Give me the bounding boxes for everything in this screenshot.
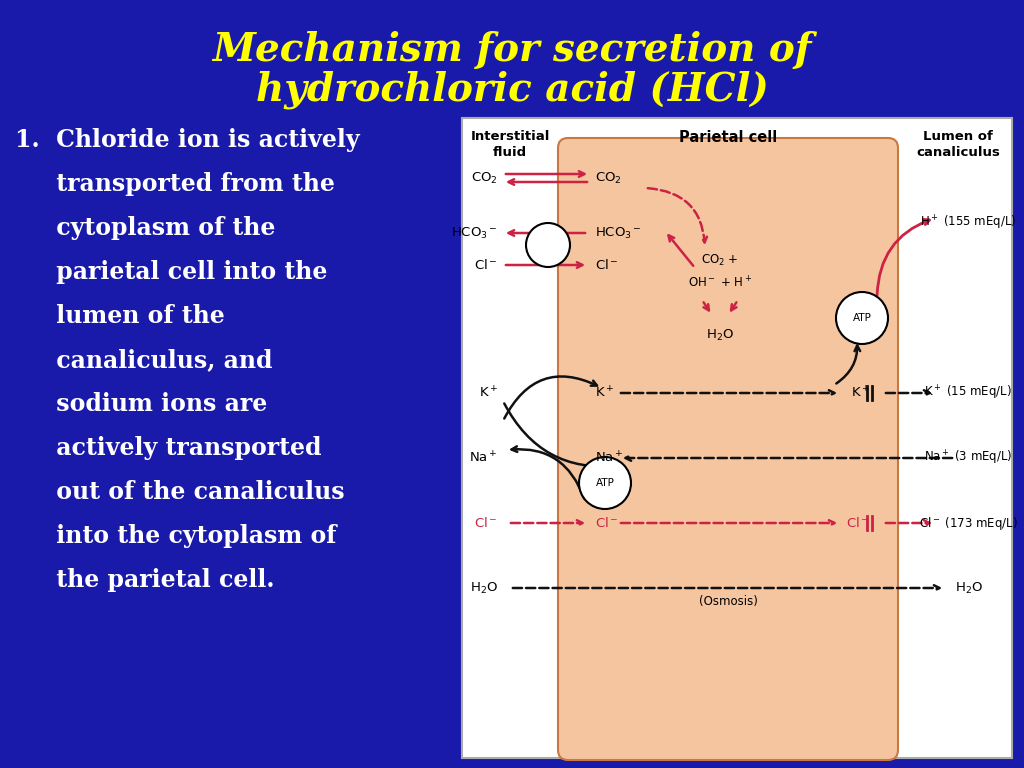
Text: Lumen of
canaliculus: Lumen of canaliculus <box>916 130 1000 159</box>
Text: Cl$^-$: Cl$^-$ <box>474 516 498 530</box>
Text: parietal cell into the: parietal cell into the <box>15 260 328 284</box>
Text: hydrochloric acid (HCl): hydrochloric acid (HCl) <box>256 71 768 109</box>
Text: CO$_2$: CO$_2$ <box>595 170 622 186</box>
Text: CO$_2$: CO$_2$ <box>471 170 498 186</box>
Text: Cl$^-$: Cl$^-$ <box>847 516 870 530</box>
Text: K$^+$: K$^+$ <box>851 386 870 401</box>
Text: K$^+$: K$^+$ <box>595 386 614 401</box>
Text: 1.  Chloride ion is actively: 1. Chloride ion is actively <box>15 128 359 152</box>
Text: H$_2$O: H$_2$O <box>706 328 734 343</box>
Text: H$_2$O: H$_2$O <box>955 581 983 595</box>
Text: canaliculus, and: canaliculus, and <box>15 348 272 372</box>
Text: HCO$_3$$^-$: HCO$_3$$^-$ <box>595 226 642 240</box>
Text: Na$^+$: Na$^+$ <box>595 450 624 465</box>
FancyBboxPatch shape <box>462 118 1012 758</box>
Text: Na$^+$ (3 mEq/L): Na$^+$ (3 mEq/L) <box>924 449 1013 467</box>
Text: OH$^-$ + H$^+$: OH$^-$ + H$^+$ <box>688 276 753 290</box>
Circle shape <box>836 292 888 344</box>
Text: Cl$^-$: Cl$^-$ <box>474 258 498 272</box>
Text: into the cytoplasm of: into the cytoplasm of <box>15 524 336 548</box>
Text: K$^+$ (15 mEq/L): K$^+$ (15 mEq/L) <box>924 384 1012 402</box>
Text: Mechanism for secretion of: Mechanism for secretion of <box>212 31 812 69</box>
Text: Interstitial
fluid: Interstitial fluid <box>470 130 550 159</box>
Text: Cl$^-$: Cl$^-$ <box>595 258 618 272</box>
Text: Parietal cell: Parietal cell <box>679 130 777 145</box>
Text: lumen of the: lumen of the <box>15 304 224 328</box>
Text: the parietal cell.: the parietal cell. <box>15 568 274 592</box>
Text: ATP: ATP <box>596 478 614 488</box>
Text: H$^+$ (155 mEq/L): H$^+$ (155 mEq/L) <box>920 214 1016 232</box>
Text: ATP: ATP <box>853 313 871 323</box>
Text: H$_2$O: H$_2$O <box>470 581 498 595</box>
Text: (Osmosis): (Osmosis) <box>698 595 758 608</box>
Text: out of the canaliculus: out of the canaliculus <box>15 480 345 504</box>
Text: transported from the: transported from the <box>15 172 335 196</box>
Text: Na$^+$: Na$^+$ <box>469 450 498 465</box>
Circle shape <box>526 223 570 267</box>
Text: HCO$_3$$^-$: HCO$_3$$^-$ <box>452 226 498 240</box>
Text: Cl$^-$ (173 mEq/L): Cl$^-$ (173 mEq/L) <box>919 515 1018 531</box>
Text: K$^+$: K$^+$ <box>478 386 498 401</box>
Circle shape <box>579 457 631 509</box>
Text: sodium ions are: sodium ions are <box>15 392 267 416</box>
Text: CO$_2$ +: CO$_2$ + <box>701 253 738 267</box>
FancyBboxPatch shape <box>558 138 898 760</box>
Text: actively transported: actively transported <box>15 436 322 460</box>
Text: Cl$^-$: Cl$^-$ <box>595 516 618 530</box>
Text: cytoplasm of the: cytoplasm of the <box>15 216 275 240</box>
